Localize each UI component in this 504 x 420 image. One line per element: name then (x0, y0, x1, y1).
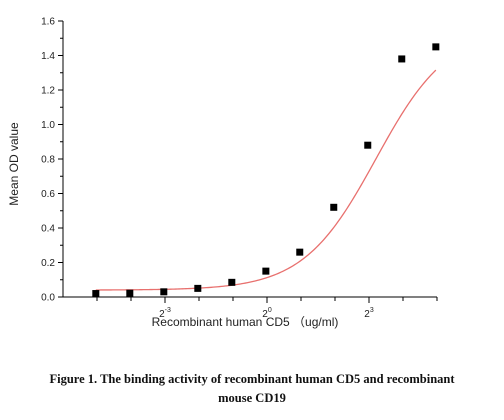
data-point (194, 284, 202, 292)
data-point (398, 55, 406, 63)
x-tick-label: 20 (262, 307, 272, 320)
x-tick-label: 2-3 (159, 307, 171, 320)
data-point (92, 290, 100, 298)
y-tick-label: 1.2 (41, 86, 55, 97)
y-tick-label: 1.0 (41, 120, 55, 131)
y-tick-label: 0.2 (41, 258, 55, 269)
x-axis-label: Recombinant human CD5 （ug/ml) (152, 315, 339, 329)
data-point (296, 248, 304, 256)
figure-caption: Figure 1. The binding activity of recomb… (0, 370, 504, 408)
chart-axes (62, 21, 437, 298)
data-point (262, 267, 270, 275)
data-point (364, 141, 372, 149)
y-tick-label: 0.8 (41, 155, 55, 166)
y-tick-label: 0.4 (41, 224, 55, 235)
data-point (330, 203, 338, 211)
y-tick-label: 1.6 (41, 17, 55, 28)
y-axis-ticks: 0.0 0.2 0.4 0.6 0.8 1.0 1.2 1.4 1.6 (41, 17, 63, 304)
y-axis-label: Mean OD value (7, 122, 21, 206)
y-tick-label: 0.0 (41, 293, 55, 304)
data-point (228, 278, 236, 286)
x-axis-ticks: 2-3 20 23 (96, 297, 438, 320)
caption-line-2: mouse CD19 (218, 391, 286, 405)
data-point (126, 289, 134, 297)
fit-curve (95, 69, 437, 291)
caption-line-1: Figure 1. The binding activity of recomb… (49, 372, 455, 386)
data-point (432, 43, 440, 51)
x-tick-label: 23 (364, 307, 374, 320)
y-tick-label: 1.4 (41, 51, 55, 62)
data-point (160, 288, 168, 296)
binding-activity-chart: 0.0 0.2 0.4 0.6 0.8 1.0 1.2 1.4 1.6 2-3 20 23 Reco… (7, 17, 440, 329)
data-points (92, 43, 440, 298)
y-tick-label: 0.6 (41, 189, 55, 200)
